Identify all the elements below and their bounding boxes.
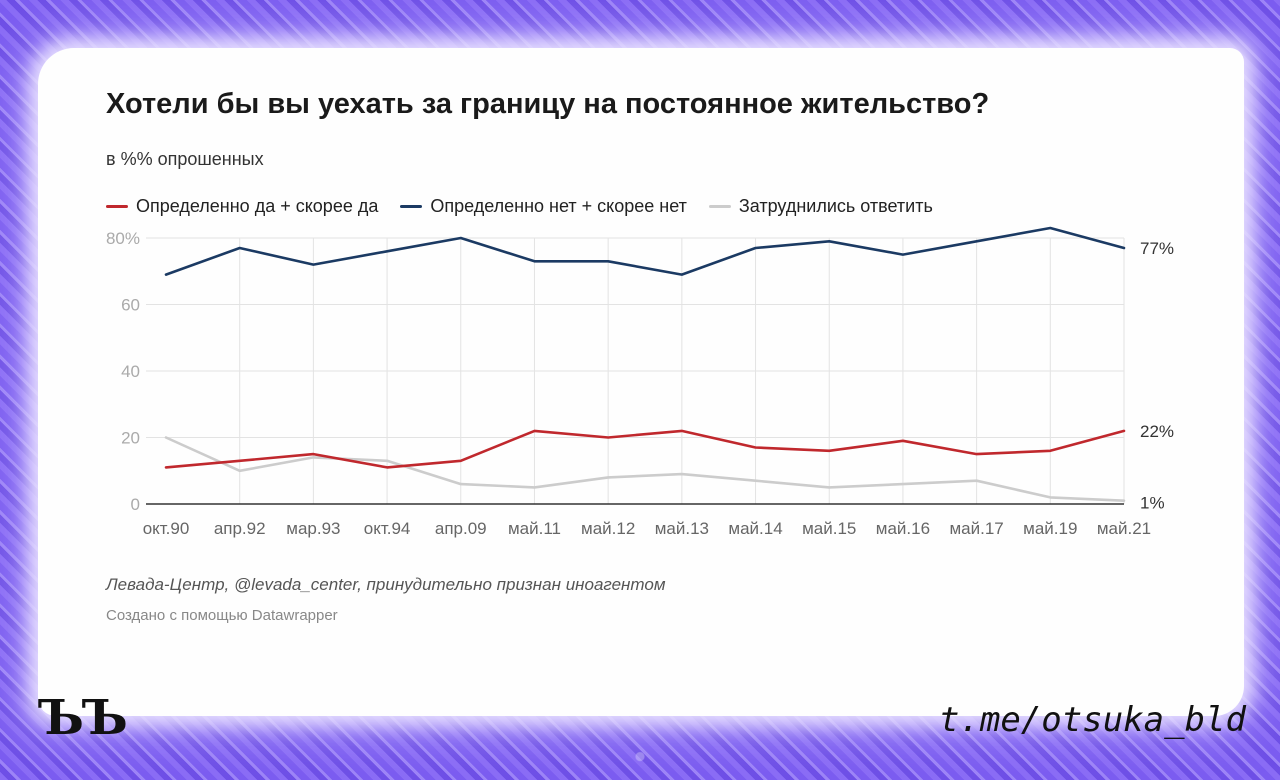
legend-label-no: Определенно нет + скорее нет [430, 196, 687, 216]
legend-swatch-unsure [708, 205, 731, 208]
x-tick-label: май.13 [655, 519, 709, 538]
legend-item-no: Определенно нет + скорее нет [400, 196, 687, 217]
x-tick-label: апр.09 [435, 519, 487, 538]
x-tick-label: мар.93 [286, 519, 340, 538]
y-tick-label: 0 [131, 495, 140, 514]
x-tick-label: май.15 [802, 519, 856, 538]
x-tick-label: май.12 [581, 519, 635, 538]
brand-logo: ЪЪ [38, 690, 128, 746]
chart-source: Левада-Центр, @levada_center, принудител… [106, 575, 666, 594]
end-value-label: 1% [1140, 494, 1165, 513]
legend-swatch-no [400, 205, 423, 208]
x-tick-label: май.21 [1097, 519, 1151, 538]
legend-item-yes: Определенно да + скорее да [106, 196, 378, 217]
x-tick-label: май.11 [508, 519, 561, 538]
series-line [164, 429, 1126, 469]
end-value-label: 77% [1140, 239, 1174, 258]
y-tick-label: 40 [121, 362, 140, 381]
channel-handle: t.me/otsuka_bld [938, 700, 1246, 740]
chart-card [38, 48, 1244, 716]
x-tick-label: окт.90 [143, 519, 190, 538]
legend-label-unsure: Затруднились ответить [738, 196, 933, 216]
chart-subtitle: в %% опрошенных [106, 149, 264, 169]
chart-credit: Создано с помощью Datawrapper [106, 607, 338, 624]
legend-label-yes: Определенно да + скорее да [136, 196, 379, 216]
y-tick-label: 20 [121, 429, 140, 448]
x-tick-label: май.14 [728, 519, 782, 538]
end-value-label: 22% [1140, 422, 1174, 441]
series-line [164, 226, 1126, 276]
chart-title: Хотели бы вы уехать за границу на постоя… [106, 88, 990, 120]
y-tick-label: 80% [106, 229, 140, 248]
series-line [164, 436, 1126, 503]
legend-item-unsure: Затруднились ответить [708, 196, 933, 217]
x-tick-label: апр.92 [214, 519, 266, 538]
x-tick-label: май.16 [876, 519, 930, 538]
legend-swatch-yes [106, 205, 128, 208]
x-tick-label: май.19 [1023, 519, 1077, 538]
x-tick-label: май.17 [949, 519, 1003, 538]
x-tick-label: окт.94 [364, 519, 411, 538]
chart-legend: Определенно да + скорее да Определенно н… [106, 196, 933, 217]
y-tick-label: 60 [121, 296, 140, 315]
